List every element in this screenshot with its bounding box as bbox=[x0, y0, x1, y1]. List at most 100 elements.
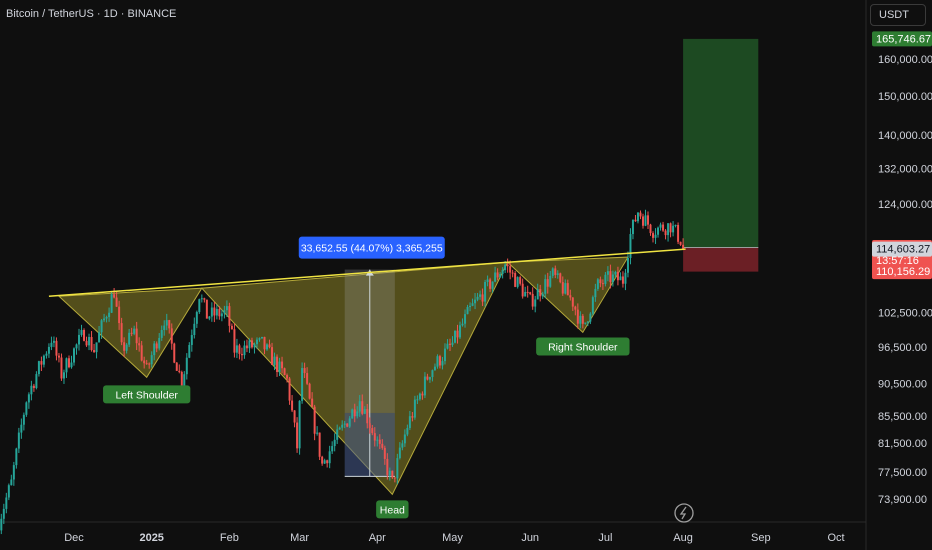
candle-body bbox=[220, 313, 223, 317]
candle-body bbox=[343, 423, 346, 425]
candle-body bbox=[521, 283, 524, 297]
candle-body bbox=[591, 297, 594, 314]
candle-body bbox=[160, 330, 163, 338]
candle-body bbox=[566, 283, 569, 296]
candle-body bbox=[373, 433, 376, 441]
candle-body bbox=[195, 312, 198, 324]
candle-body bbox=[571, 297, 574, 307]
candle-body bbox=[215, 308, 218, 316]
candle-body bbox=[501, 270, 504, 275]
symbol-title[interactable]: Bitcoin / TetherUS · 1D · BINANCE bbox=[6, 8, 177, 20]
candle-body bbox=[70, 362, 73, 368]
candle-body bbox=[258, 338, 261, 340]
candle-body bbox=[12, 465, 15, 480]
price-tag-label: 165,746.67 bbox=[876, 33, 931, 45]
candle-body bbox=[203, 298, 206, 300]
candle-body bbox=[616, 271, 619, 281]
candle-body bbox=[115, 297, 118, 307]
candle-body bbox=[316, 432, 319, 434]
candle-body bbox=[243, 345, 246, 356]
candle-body bbox=[659, 224, 662, 228]
candle-body bbox=[253, 344, 256, 348]
y-tick-label: 73,900.00 bbox=[878, 494, 927, 506]
x-tick-label: Oct bbox=[827, 532, 844, 544]
candle-body bbox=[479, 294, 482, 297]
candle-body bbox=[67, 358, 70, 368]
candle-body bbox=[443, 348, 446, 362]
candle-body bbox=[504, 264, 507, 271]
candle-body bbox=[321, 456, 324, 464]
candle-body bbox=[178, 370, 181, 372]
candle-body bbox=[476, 296, 479, 300]
candle-body bbox=[599, 279, 602, 284]
candle-body bbox=[418, 393, 421, 400]
candle-body bbox=[438, 356, 441, 366]
price-tag-countdown: 13:57:16 bbox=[876, 255, 919, 267]
candle-body bbox=[411, 416, 414, 418]
candle-body bbox=[621, 276, 624, 284]
candle-body bbox=[448, 343, 451, 345]
candle-body bbox=[584, 322, 587, 324]
candle-body bbox=[7, 485, 10, 498]
candle-body bbox=[529, 292, 532, 294]
candle-body bbox=[22, 414, 25, 425]
candle-body bbox=[624, 272, 627, 284]
candle-body bbox=[248, 340, 251, 349]
candle-body bbox=[672, 225, 675, 233]
candle-body bbox=[534, 299, 537, 307]
candle-body bbox=[526, 291, 529, 293]
candle-body bbox=[135, 328, 138, 344]
candle-body bbox=[225, 306, 228, 311]
y-tick-label: 124,000.00 bbox=[878, 199, 932, 211]
currency-selector[interactable]: USDT bbox=[870, 4, 926, 26]
x-tick-label: Jul bbox=[598, 532, 612, 544]
candle-body bbox=[153, 343, 156, 356]
candle-body bbox=[386, 458, 389, 476]
candle-body bbox=[466, 306, 469, 315]
candle-body bbox=[230, 325, 233, 330]
candle-body bbox=[446, 343, 449, 349]
x-tick-label: Jun bbox=[521, 532, 539, 544]
candle-body bbox=[606, 271, 609, 275]
candle-body bbox=[416, 399, 419, 401]
candle-body bbox=[283, 368, 286, 376]
candle-body bbox=[433, 366, 436, 371]
candle-body bbox=[531, 293, 534, 307]
candle-body bbox=[333, 439, 336, 447]
candle-body bbox=[539, 289, 542, 297]
candle-body bbox=[586, 321, 589, 323]
candle-body bbox=[494, 272, 497, 282]
candle-body bbox=[561, 282, 564, 294]
candle-body bbox=[140, 345, 143, 361]
left-shoulder-area bbox=[57, 287, 203, 379]
candle-body bbox=[461, 323, 464, 326]
candle-body bbox=[10, 479, 13, 486]
candle-body bbox=[652, 233, 655, 238]
candle-body bbox=[554, 268, 557, 275]
candle-body bbox=[88, 337, 91, 346]
candle-body bbox=[108, 312, 111, 318]
x-tick-label: Aug bbox=[673, 532, 693, 544]
candle-body bbox=[2, 508, 5, 519]
x-tick-label: Dec bbox=[64, 532, 84, 544]
candle-body bbox=[541, 293, 544, 297]
candle-body bbox=[496, 272, 499, 278]
candle-body bbox=[516, 277, 519, 287]
candle-body bbox=[233, 329, 236, 353]
candle-body bbox=[514, 273, 517, 287]
candle-body bbox=[331, 446, 334, 452]
candle-body bbox=[469, 305, 472, 307]
candle-body bbox=[559, 273, 562, 283]
candle-body bbox=[536, 289, 539, 300]
candle-body bbox=[30, 385, 33, 395]
candle-body bbox=[629, 234, 632, 259]
replay-icon[interactable] bbox=[674, 503, 694, 523]
x-tick-label: 2025 bbox=[139, 532, 163, 544]
y-tick-label: 96,500.00 bbox=[878, 342, 927, 354]
candle-body bbox=[619, 276, 622, 281]
candle-body bbox=[406, 428, 409, 435]
candle-body bbox=[80, 330, 83, 335]
candle-body bbox=[657, 227, 660, 235]
neckline bbox=[48, 248, 686, 297]
